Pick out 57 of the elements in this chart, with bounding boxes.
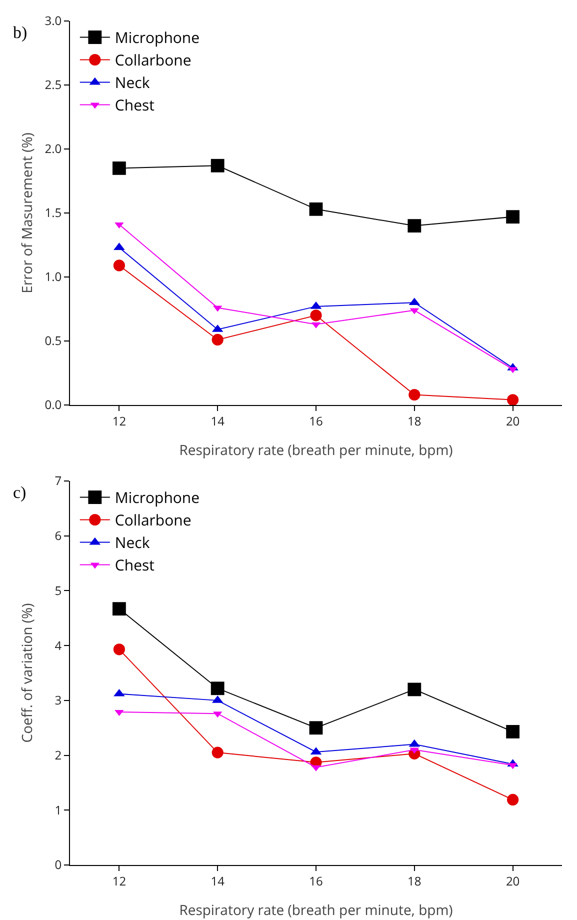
y-tick-label: 1.0 <box>44 268 62 286</box>
legend-label: Collarbone <box>114 510 192 531</box>
y-tick-label: 5 <box>54 582 62 599</box>
y-tick-label: 1 <box>54 801 62 818</box>
point <box>112 162 126 175</box>
legend-label: Collarbone <box>114 50 192 71</box>
y-tick-label: 2.5 <box>44 76 62 94</box>
point <box>408 219 422 232</box>
point <box>309 202 323 216</box>
point <box>408 388 420 401</box>
legend-label: Microphone <box>114 488 200 508</box>
x-tick-label: 16 <box>309 412 323 430</box>
point <box>113 260 125 272</box>
legend-label: Chest <box>114 556 154 576</box>
x-tick-label: 16 <box>309 872 323 890</box>
point <box>506 210 520 224</box>
y-tick-label: 2.0 <box>44 140 62 158</box>
point <box>210 682 224 696</box>
point <box>408 682 422 696</box>
y-tick-label: 6 <box>54 527 62 544</box>
x-axis-title: Respiratory rate (breath per minute, bpm) <box>179 901 453 920</box>
x-tick-label: 12 <box>112 412 126 430</box>
x-tick-label: 14 <box>210 412 225 430</box>
point <box>113 644 125 656</box>
legend-label: Neck <box>114 73 150 94</box>
point <box>309 721 323 735</box>
x-tick-label: 14 <box>210 872 225 890</box>
y-tick-label: 0 <box>54 856 62 874</box>
legend-label: Neck <box>114 533 150 554</box>
y-tick-label: 0.0 <box>44 396 62 414</box>
y-axis-title: Coeff. of variation (%) <box>18 603 37 743</box>
x-tick-label: 20 <box>506 412 520 430</box>
y-tick-label: 7 <box>54 472 62 490</box>
x-tick-label: 18 <box>408 412 422 430</box>
y-tick-label: 2 <box>54 746 62 764</box>
x-axis-title: Respiratory rate (breath per minute, bpm) <box>179 441 453 460</box>
chart-title: c) <box>13 483 26 502</box>
y-tick-label: 1.5 <box>44 204 62 222</box>
point <box>112 602 126 616</box>
y-tick-label: 3.0 <box>44 12 62 30</box>
point <box>507 794 519 806</box>
y-tick-label: 4 <box>54 636 62 654</box>
point <box>212 334 224 346</box>
legend-label: Microphone <box>114 28 200 48</box>
point <box>310 310 322 322</box>
point <box>507 394 519 405</box>
legend-label: Chest <box>114 96 154 116</box>
chart-title: b) <box>13 23 28 42</box>
point <box>212 746 224 758</box>
y-tick-label: 3 <box>54 692 62 709</box>
point <box>210 158 224 172</box>
x-tick-label: 12 <box>112 872 126 890</box>
x-tick-label: 20 <box>506 872 520 890</box>
x-tick-label: 18 <box>408 872 422 890</box>
point <box>506 725 520 738</box>
y-tick-label: 0.5 <box>44 332 62 350</box>
y-axis-title: Error of Masurement (%) <box>18 132 37 294</box>
